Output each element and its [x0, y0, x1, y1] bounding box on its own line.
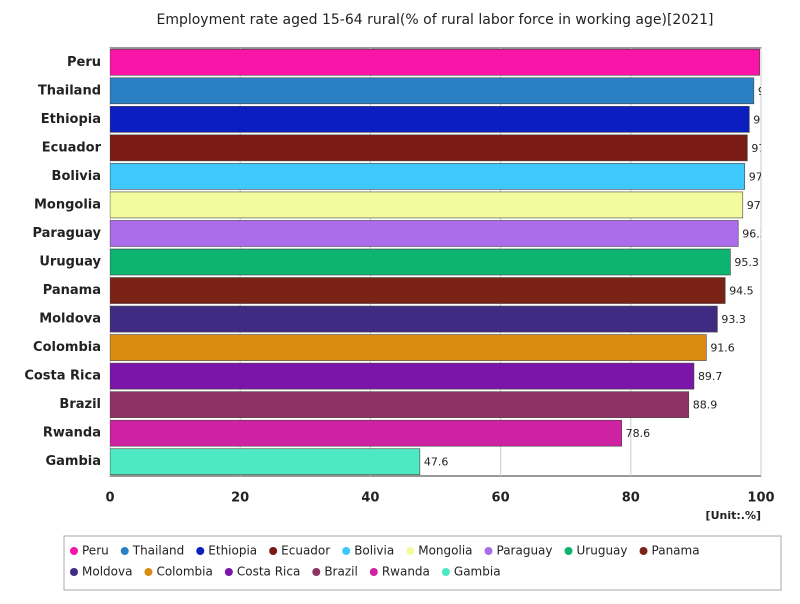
bar	[110, 305, 718, 333]
legend-marker	[441, 568, 450, 576]
legend-marker	[120, 547, 129, 555]
legend-label: Costa Rica	[237, 565, 300, 579]
data-label: 94.5	[729, 285, 754, 298]
y-tick-label: Thailand	[38, 83, 101, 98]
legend-label: Rwanda	[382, 565, 430, 579]
y-tick-label: Colombia	[33, 340, 101, 355]
bar	[110, 419, 622, 447]
legend-label: Mongolia	[418, 544, 472, 558]
bar	[110, 220, 739, 247]
y-tick-label: Gambia	[45, 454, 101, 469]
data-label: 47.6	[424, 456, 449, 469]
y-tick-label: Brazil	[59, 397, 101, 412]
legend-label: Ecuador	[281, 544, 330, 558]
data-label: 97.2	[747, 199, 772, 212]
y-tick-label: Moldova	[39, 312, 101, 327]
legend-label: Thailand	[132, 544, 185, 558]
legend-label: Uruguay	[577, 544, 628, 558]
legend-marker	[269, 547, 278, 555]
y-tick-label: Ecuador	[42, 140, 102, 155]
data-label: 97.5	[749, 170, 774, 183]
legend-marker	[484, 547, 493, 555]
y-tick-label: Mongolia	[34, 197, 101, 212]
legend-label: Moldova	[82, 565, 132, 579]
legend-marker	[144, 568, 153, 576]
legend-marker	[224, 568, 233, 576]
x-tick-label: 80	[622, 491, 640, 506]
y-tick-label: Ethiopia	[41, 112, 101, 127]
bar	[110, 391, 690, 418]
bar	[110, 77, 755, 105]
legend-marker	[312, 568, 321, 576]
x-tick-label: 60	[492, 491, 510, 506]
bar	[110, 277, 726, 304]
y-tick-label: Paraguay	[32, 226, 101, 241]
y-tick-label: Peru	[67, 55, 101, 70]
legend-marker	[406, 547, 415, 555]
bars: 99.8 98.9 98.2 97.9 97.5 97.2 96.5 95.3 94.5 93.3…	[110, 48, 789, 476]
y-tick-label: Panama	[43, 283, 101, 298]
data-label: 96.5	[742, 227, 767, 240]
data-label: 99.8	[764, 56, 789, 69]
data-label: 93.3	[721, 313, 746, 326]
legend-marker	[369, 568, 378, 576]
x-tick-label: 20	[231, 491, 249, 506]
y-tick-label: Costa Rica	[24, 369, 101, 384]
chart-title: Employment rate aged 15-64 rural(% of ru…	[156, 12, 713, 28]
y-tick-label: Rwanda	[43, 426, 101, 441]
bar	[110, 134, 748, 162]
legend-marker	[70, 568, 78, 576]
legend-marker	[564, 547, 573, 555]
bar	[110, 448, 421, 476]
bar	[110, 334, 707, 361]
data-label: 78.6	[626, 427, 651, 440]
legend-marker	[196, 547, 205, 555]
x-tick-label: 100	[747, 491, 774, 506]
data-label: 98.9	[758, 85, 783, 98]
y-tick-label: Bolivia	[52, 169, 101, 184]
legend-label: Colombia	[156, 565, 212, 579]
legend-label: Peru	[82, 544, 109, 558]
bar	[110, 48, 760, 76]
legend	[63, 535, 782, 591]
bar	[110, 191, 744, 219]
data-label: 95.3	[734, 256, 759, 269]
y-tick-label: Uruguay	[39, 255, 101, 270]
data-label: 98.2	[753, 113, 778, 126]
x-tick-label: 0	[105, 491, 114, 506]
legend-marker	[342, 547, 351, 555]
data-label: 89.7	[698, 370, 723, 383]
bar	[110, 163, 746, 190]
unit-label: [Unit:.%]	[706, 509, 761, 522]
data-label: 88.9	[693, 399, 718, 412]
legend-label: Gambia	[454, 565, 501, 579]
data-label: 91.6	[710, 342, 735, 355]
legend-label: Panama	[652, 544, 700, 558]
legend-label: Ethiopia	[208, 544, 257, 558]
legend-label: Paraguay	[497, 544, 553, 558]
legend-label: Bolivia	[354, 544, 394, 558]
data-label: 97.9	[751, 142, 776, 155]
legend-label: Brazil	[324, 565, 358, 579]
x-tick-label: 40	[361, 491, 379, 506]
legend-marker	[70, 547, 78, 555]
bar	[110, 248, 731, 276]
bar	[110, 106, 750, 133]
legend-marker	[639, 547, 648, 555]
bar	[110, 362, 695, 390]
